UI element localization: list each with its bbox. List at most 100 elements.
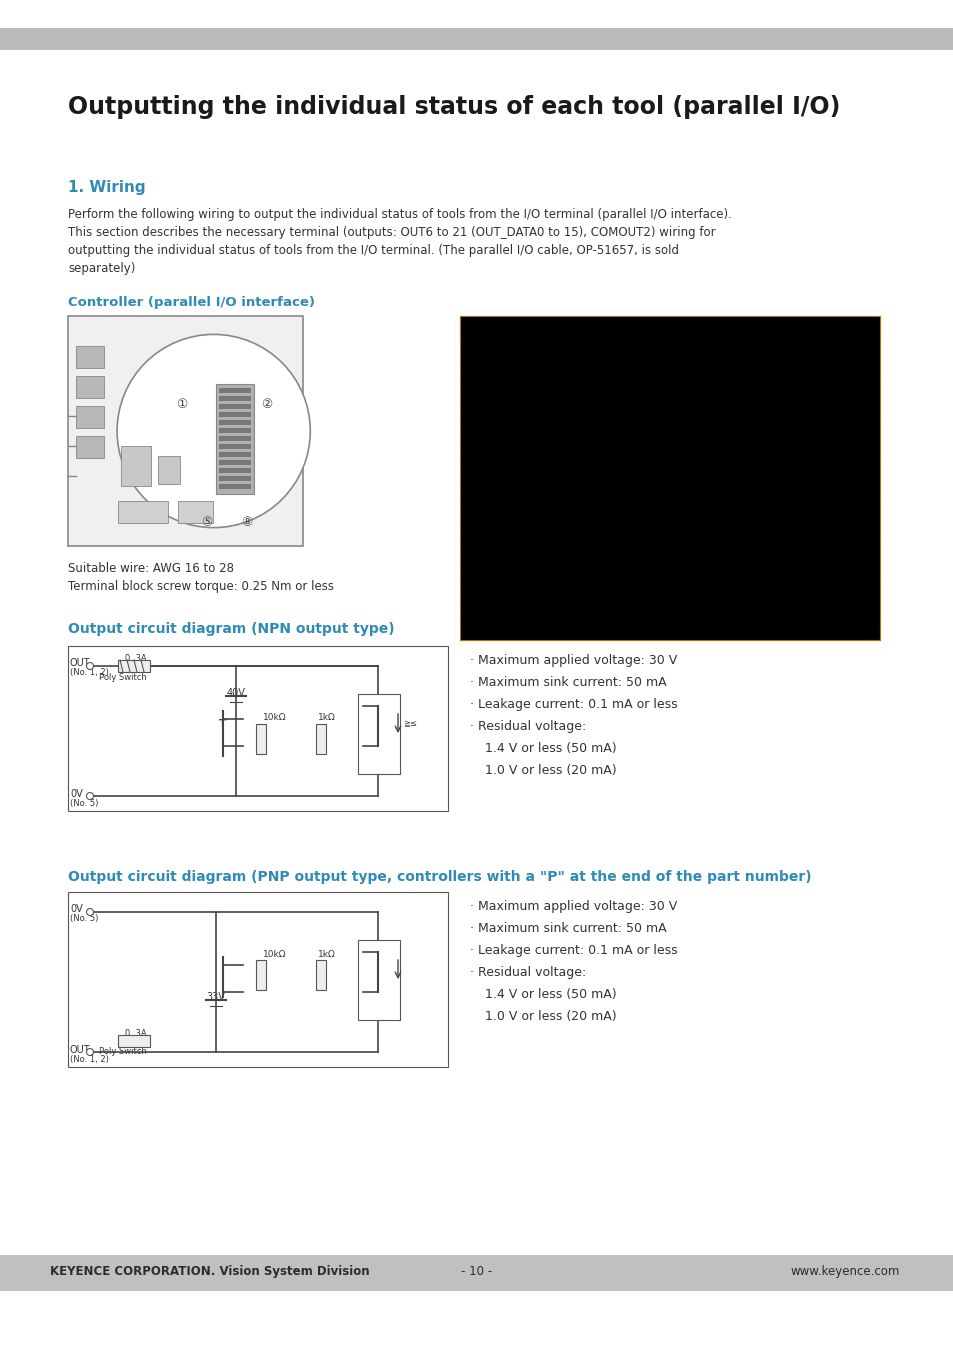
- Text: 1.0 V or less (20 mA): 1.0 V or less (20 mA): [484, 764, 616, 777]
- Text: No.: No.: [472, 343, 495, 355]
- Bar: [118, 1035, 150, 1047]
- Text: OUT11 (OUT_DATA 5 ): OUT11 (OUT_DATA 5 ): [514, 483, 642, 496]
- Bar: [68, 646, 448, 811]
- Text: 1. Wiring: 1. Wiring: [68, 179, 146, 196]
- Text: OUT12 (OUT_DATA 6 ): OUT12 (OUT_DATA 6 ): [514, 503, 642, 517]
- Bar: [357, 940, 399, 1020]
- Text: OUT7 (OUT_DATA 1 ): OUT7 (OUT_DATA 1 ): [514, 403, 635, 415]
- Bar: [76, 406, 104, 428]
- Text: 10kΩ: 10kΩ: [263, 714, 286, 722]
- Bar: [215, 384, 253, 494]
- Text: Black: Black: [810, 503, 846, 517]
- Text: Purple: Purple: [806, 563, 850, 576]
- Bar: [459, 316, 879, 639]
- Bar: [219, 411, 251, 417]
- Text: T: T: [219, 719, 227, 728]
- Text: · Maximum applied voltage: 30 V: · Maximum applied voltage: 30 V: [470, 654, 677, 666]
- Bar: [459, 540, 879, 560]
- Text: OUT18 (OUT_DATA12): OUT18 (OUT_DATA12): [514, 544, 642, 556]
- Text: Output circuit diagram (PNP output type, controllers with a "P" at the end of th: Output circuit diagram (PNP output type,…: [68, 870, 811, 884]
- Text: Purple: Purple: [806, 442, 850, 456]
- Text: Perform the following wiring to output the individual status of tools from the I: Perform the following wiring to output t…: [68, 208, 731, 221]
- Bar: [219, 420, 251, 425]
- Bar: [315, 960, 326, 990]
- Bar: [459, 401, 879, 420]
- Text: 38: 38: [476, 583, 491, 596]
- Text: Suitable wire: AWG 16 to 28: Suitable wire: AWG 16 to 28: [68, 563, 233, 575]
- Circle shape: [87, 792, 93, 800]
- Text: 0V: 0V: [70, 904, 83, 915]
- Bar: [459, 600, 879, 621]
- Text: COMOUT2: COMOUT2: [514, 623, 574, 635]
- Text: · Maximum sink current: 50 mA: · Maximum sink current: 50 mA: [470, 676, 666, 689]
- Bar: [459, 316, 879, 339]
- Text: Color: Color: [811, 343, 845, 355]
- Text: OUT9 (OUT_DATA 3 ): OUT9 (OUT_DATA 3 ): [514, 442, 635, 456]
- Text: OUT8 (OUT_DATA 2 ): OUT8 (OUT_DATA 2 ): [514, 424, 635, 436]
- Text: · Residual voltage:: · Residual voltage:: [470, 720, 586, 733]
- Text: Blue: Blue: [814, 424, 842, 436]
- Text: 1.0 V or less (20 mA): 1.0 V or less (20 mA): [484, 1010, 616, 1023]
- Bar: [219, 468, 251, 473]
- Text: OUT21 (OUT_DATA15): OUT21 (OUT_DATA15): [514, 603, 642, 616]
- Bar: [315, 724, 326, 754]
- Text: · Maximum sink current: 50 mA: · Maximum sink current: 50 mA: [470, 921, 666, 935]
- Text: OUT: OUT: [70, 1045, 91, 1055]
- Text: (No. 5): (No. 5): [70, 799, 98, 808]
- Text: COMIN2 (COMIN2): COMIN2 (COMIN2): [514, 363, 620, 376]
- Bar: [76, 436, 104, 459]
- Bar: [219, 460, 251, 465]
- Text: 1.4 V or less (50 mA): 1.4 V or less (50 mA): [484, 987, 616, 1001]
- Bar: [68, 892, 448, 1067]
- Bar: [459, 420, 879, 440]
- Text: OUT19 (OUT_DATA13): OUT19 (OUT_DATA13): [514, 563, 642, 576]
- Text: Blue: Blue: [814, 544, 842, 556]
- Text: Output circuit diagram (NPN output type): Output circuit diagram (NPN output type): [68, 622, 395, 635]
- Text: Green: Green: [808, 403, 848, 415]
- Text: OUT10 (OUT_DATA 4 ): OUT10 (OUT_DATA 4 ): [514, 463, 642, 476]
- Text: This section describes the necessary terminal (outputs: OUT6 to 21 (OUT_DATA0 to: This section describes the necessary ter…: [68, 227, 715, 239]
- Bar: [0, 28, 953, 50]
- Bar: [459, 519, 879, 540]
- Bar: [459, 460, 879, 480]
- Bar: [459, 500, 879, 519]
- Text: www.keyence.com: www.keyence.com: [790, 1265, 899, 1278]
- Text: Purple: Purple: [806, 363, 850, 376]
- Text: ②: ②: [261, 398, 272, 411]
- Text: Outputting the individual status of each tool (parallel I/O): Outputting the individual status of each…: [68, 94, 840, 119]
- Bar: [219, 397, 251, 401]
- Bar: [219, 436, 251, 441]
- Bar: [459, 560, 879, 580]
- Bar: [459, 480, 879, 500]
- Text: 27: 27: [476, 442, 491, 456]
- Bar: [459, 440, 879, 460]
- Text: 26: 26: [476, 424, 491, 436]
- Bar: [76, 376, 104, 398]
- Text: Poly Switch: Poly Switch: [99, 1047, 147, 1056]
- Text: 0. 3A: 0. 3A: [125, 654, 147, 662]
- Text: · Leakage current: 0.1 mA or less: · Leakage current: 0.1 mA or less: [470, 697, 677, 711]
- Bar: [219, 452, 251, 457]
- Text: 1kΩ: 1kΩ: [317, 714, 335, 722]
- Text: 0V: 0V: [70, 789, 83, 799]
- Text: separately): separately): [68, 262, 135, 275]
- Bar: [219, 476, 251, 482]
- Text: 37: 37: [476, 563, 491, 576]
- Text: 30: 30: [476, 503, 491, 517]
- Bar: [255, 724, 266, 754]
- Text: ⑧: ⑧: [241, 517, 252, 529]
- Text: 1kΩ: 1kΩ: [317, 950, 335, 959]
- Text: · Maximum applied voltage: 30 V: · Maximum applied voltage: 30 V: [470, 900, 677, 913]
- Bar: [219, 484, 251, 488]
- Bar: [219, 403, 251, 409]
- Bar: [357, 693, 399, 774]
- Text: · Residual voltage:: · Residual voltage:: [470, 966, 586, 979]
- Bar: [118, 500, 168, 523]
- Bar: [68, 316, 303, 546]
- Text: 1.4 V or less (50 mA): 1.4 V or less (50 mA): [484, 742, 616, 755]
- Text: 39: 39: [476, 603, 491, 616]
- Text: ↓: ↓: [663, 522, 676, 537]
- Text: White: White: [809, 483, 847, 496]
- Text: (No. 1, 2): (No. 1, 2): [70, 668, 109, 677]
- Text: outputting the individual status of tools from the I/O terminal. (The parallel I: outputting the individual status of tool…: [68, 244, 679, 258]
